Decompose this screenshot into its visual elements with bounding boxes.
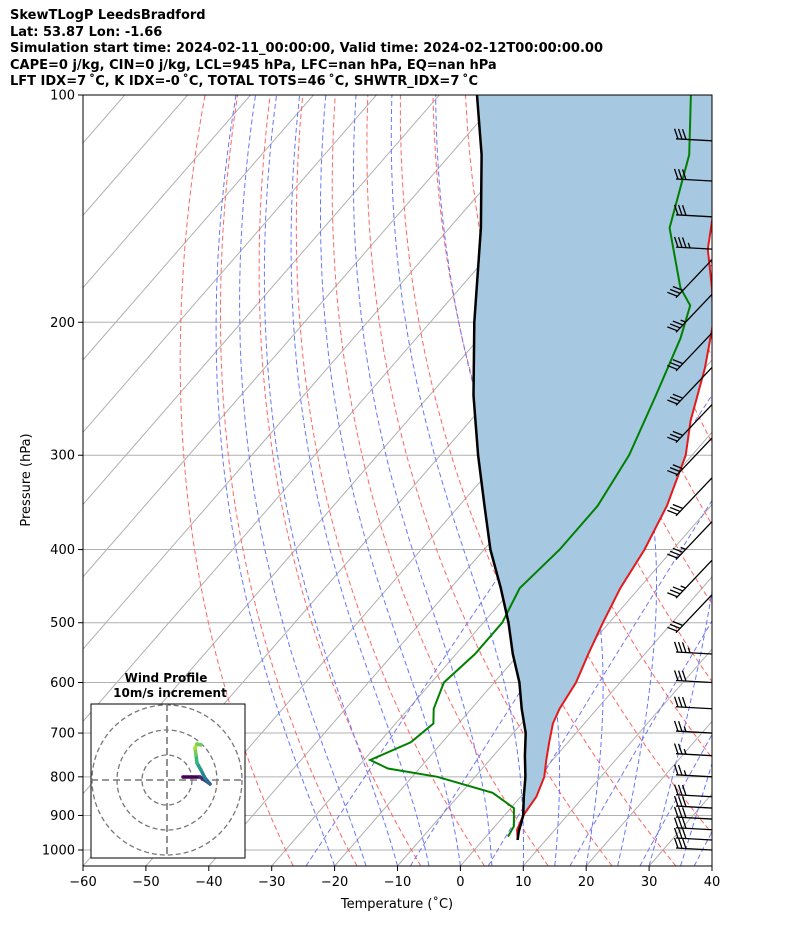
wind-barb <box>673 743 713 757</box>
location-line: Lat: 53.87 Lon: -1.66 <box>10 24 163 40</box>
wind-barb <box>667 477 713 517</box>
wind-barb <box>673 720 713 734</box>
wind-barb <box>667 332 713 372</box>
wind-barb <box>673 670 713 684</box>
x-tick-label: −50 <box>132 875 159 890</box>
wind-barb <box>673 806 713 820</box>
wind-barb <box>667 366 713 406</box>
hodograph-trace <box>195 742 203 747</box>
moist-adiabat <box>680 762 712 866</box>
wind-barb <box>667 404 713 444</box>
y-tick-label: 400 <box>50 543 75 558</box>
dry-adiabat <box>726 95 794 866</box>
isotherm-gridline <box>585 720 712 866</box>
moist-adiabat <box>390 95 524 866</box>
indices-line-2: LFT IDX=7 ˚C, K IDX=-0 ˚C, TOTAL TOTS=46… <box>10 74 478 89</box>
isotherm-gridline <box>522 648 712 866</box>
wind-barb <box>673 204 713 218</box>
x-tick-label: 0 <box>456 875 464 890</box>
y-tick-label: 200 <box>50 316 75 331</box>
dry-adiabat <box>258 95 422 866</box>
x-tick-label: −40 <box>195 875 222 890</box>
wind-barb <box>673 827 713 841</box>
isotherm-gridline <box>775 95 794 866</box>
wind-barb <box>667 259 713 299</box>
indices-line-1: CAPE=0 j/kg, CIN=0 j/kg, LCL=945 hPa, LF… <box>10 57 497 73</box>
isotherm-gridline <box>83 95 377 433</box>
y-tick-label: 600 <box>50 676 75 691</box>
times-line: Simulation start time: 2024-02-11_00:00:… <box>10 41 603 56</box>
wind-barb <box>673 784 713 798</box>
moist-adiabat <box>352 95 493 866</box>
isotherm-gridline <box>460 576 712 866</box>
y-tick-label: 900 <box>50 809 75 824</box>
isotherm-gridline <box>711 865 712 866</box>
x-tick-label: 30 <box>641 875 658 890</box>
wind-barb <box>673 817 713 831</box>
y-tick-label: 100 <box>50 89 75 104</box>
dry-adiabat <box>759 95 794 866</box>
x-axis-label: Temperature (˚C) <box>340 896 453 912</box>
dry-adiabat <box>399 95 677 866</box>
y-axis-label: Pressure (hPa) <box>19 433 34 526</box>
wind-barb <box>667 293 713 333</box>
y-tick-label: 300 <box>50 449 75 464</box>
isotherm-gridline <box>397 503 712 866</box>
wind-barb <box>673 795 713 809</box>
instability-fill <box>473 95 712 840</box>
y-tick-label: 1000 <box>42 844 75 859</box>
chart-header: SkewTLogP LeedsBradford Lat: 53.87 Lon: … <box>10 8 603 91</box>
dry-adiabat <box>220 95 358 866</box>
isotherm-gridline <box>83 95 503 578</box>
wind-barb <box>667 559 713 599</box>
isotherm-gridline <box>83 95 440 506</box>
hodograph-frame <box>90 703 246 859</box>
isotherm-gridline <box>83 95 251 289</box>
hodograph: Wind Profile 10m/s increment <box>90 671 246 859</box>
hodograph-title: Wind Profile <box>125 671 208 685</box>
wind-barb <box>673 128 713 142</box>
isotherm-gridline <box>83 95 314 361</box>
x-tick-label: −20 <box>321 875 348 890</box>
moist-adiabat <box>320 95 461 866</box>
x-tick-label: −30 <box>258 875 285 890</box>
x-tick-label: 10 <box>515 875 532 890</box>
moist-adiabat <box>239 95 367 866</box>
moist-adiabat <box>263 95 398 866</box>
x-tick-label: 20 <box>578 875 595 890</box>
y-tick-label: 800 <box>50 770 75 785</box>
dry-adiabat <box>465 95 712 759</box>
wind-barb <box>673 641 713 655</box>
mixing-ratio-line <box>569 619 712 866</box>
wind-barb <box>673 837 713 851</box>
wind-barb <box>673 696 713 710</box>
dewpoint-line <box>367 95 692 838</box>
dry-adiabat <box>295 95 485 866</box>
wind-barb <box>667 594 713 634</box>
dry-adiabat <box>366 95 613 866</box>
y-tick-label: 700 <box>50 727 75 742</box>
wind-barb <box>673 236 713 250</box>
wind-barb <box>667 521 713 561</box>
wind-barb <box>667 437 713 477</box>
moist-adiabat <box>648 95 712 866</box>
x-tick-label: 40 <box>704 875 721 890</box>
moist-adiabat <box>215 95 336 866</box>
dry-adiabat <box>331 95 549 866</box>
dry-adiabat <box>179 95 294 866</box>
mixing-ratio-line <box>739 95 794 866</box>
wind-barb <box>673 168 713 182</box>
y-tick-label: 500 <box>50 616 75 631</box>
x-tick-label: −60 <box>69 875 96 890</box>
x-tick-label: −10 <box>384 875 411 890</box>
hodograph-subtitle: 10m/s increment <box>113 686 227 700</box>
temperature-line <box>516 214 712 841</box>
wind-barb <box>673 764 713 778</box>
parcel-line <box>472 95 527 841</box>
chart-title: SkewTLogP LeedsBradford <box>10 8 206 23</box>
isotherm-gridline <box>83 95 566 650</box>
